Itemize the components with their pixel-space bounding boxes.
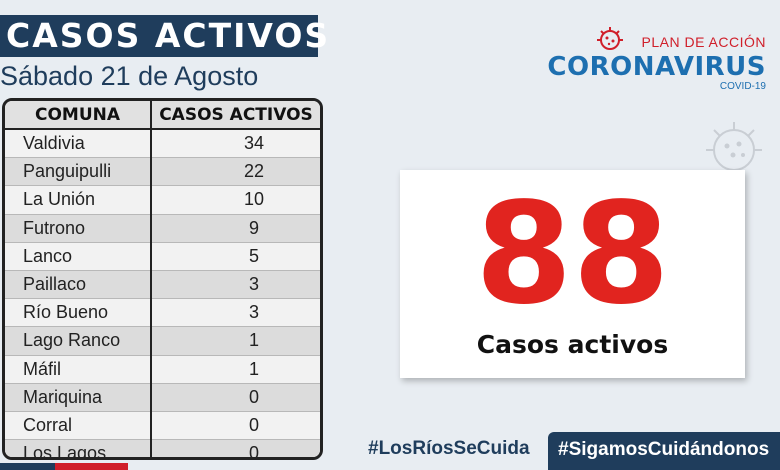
virus-watermark-icon (706, 122, 762, 171)
comuna-cell: Paillaco (5, 270, 152, 300)
table-row: La Unión 10 (5, 185, 320, 215)
casos-cell: 3 (151, 270, 320, 300)
flag-blue-segment (0, 463, 55, 470)
date-subtitle: Sábado 21 de Agosto (0, 61, 259, 91)
comuna-cell: Los Lagos (5, 439, 152, 457)
table-row: Lago Ranco 1 (5, 326, 320, 356)
table-row: Futrono 9 (5, 214, 320, 243)
casos-cell: 22 (151, 157, 320, 187)
table-row: Máfil 1 (5, 355, 320, 384)
flag-red-segment (55, 463, 128, 470)
casos-cell: 5 (151, 242, 320, 271)
page-title: CASOS ACTIVOS (0, 15, 328, 57)
table-row: Los Lagos 0 (5, 439, 320, 457)
logo-covid-text: COVID-19 (719, 81, 766, 92)
comuna-cell: Futrono (5, 214, 152, 243)
casos-cell: 9 (151, 214, 320, 243)
table-row: Corral 0 (5, 411, 320, 441)
comuna-cell: Máfil (5, 355, 152, 384)
plan-coronavirus-logo: PLAN DE ACCIÓN CORONAVIRUS COVID-19 (536, 25, 766, 95)
table-row: Paillaco 3 (5, 270, 320, 300)
comuna-cell: Río Bueno (5, 298, 152, 328)
logo-coronavirus-text: CORONAVIRUS (547, 52, 766, 82)
table-row: Panguipulli 22 (5, 157, 320, 187)
comuna-cell: Mariquina (5, 383, 152, 412)
comuna-cell: Panguipulli (5, 157, 152, 187)
table-row: Valdivia 34 (5, 129, 320, 159)
hashtag-sigamos: #SigamosCuidándonos (548, 432, 780, 470)
virus-icon (597, 27, 623, 50)
comuna-cell: Lago Ranco (5, 326, 152, 356)
casos-cell: 10 (151, 185, 320, 215)
hashtag-los-rios: #LosRíosSeCuida (368, 438, 530, 459)
active-cases-label: Casos activos (476, 330, 669, 359)
active-cases-total: 88 (475, 173, 670, 336)
casos-cell: 3 (151, 298, 320, 328)
flag-stripe (0, 463, 128, 470)
casos-cell: 0 (151, 383, 320, 412)
comuna-cell: Lanco (5, 242, 152, 271)
casos-cell: 1 (151, 355, 320, 384)
logo-plan-text: PLAN DE ACCIÓN (641, 34, 766, 50)
comuna-cell: Valdivia (5, 129, 152, 159)
column-header-casos: CASOS ACTIVOS (151, 101, 320, 130)
column-header-comuna: COMUNA (5, 101, 152, 130)
table-row: Lanco 5 (5, 242, 320, 271)
active-cases-card: 88 Casos activos (400, 170, 745, 378)
cases-table: COMUNA CASOS ACTIVOS Valdivia 34 Panguipu… (2, 98, 323, 460)
table-row: Mariquina 0 (5, 383, 320, 412)
comuna-cell: Corral (5, 411, 152, 441)
table-header-row: COMUNA CASOS ACTIVOS (5, 101, 320, 130)
casos-cell: 0 (151, 411, 320, 441)
casos-cell: 34 (151, 129, 320, 159)
comuna-cell: La Unión (5, 185, 152, 215)
casos-cell: 0 (151, 439, 320, 457)
table-row: Río Bueno 3 (5, 298, 320, 328)
casos-cell: 1 (151, 326, 320, 356)
